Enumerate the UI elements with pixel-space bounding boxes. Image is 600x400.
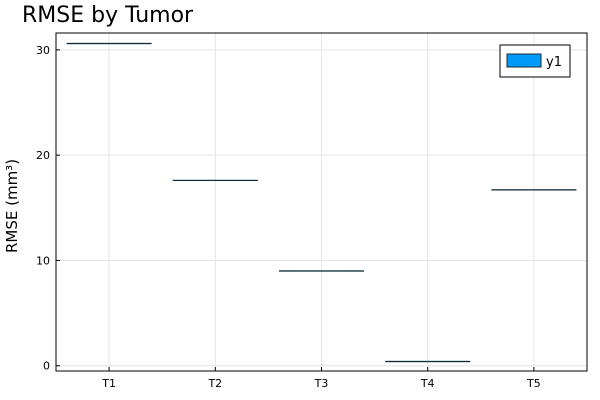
y-tick-label: 20 [36, 149, 50, 162]
legend-swatch [506, 53, 542, 68]
x-tick-label: T1 [101, 377, 116, 390]
y-axis-label: RMSE (mm³) [3, 159, 21, 253]
box-marks [66, 42, 577, 363]
legend-label: y1 [546, 55, 562, 70]
y-tick-label: 0 [43, 360, 50, 373]
y-tick-label: 30 [36, 44, 50, 57]
chart-title: RMSE by Tumor [22, 3, 194, 28]
x-tick-label: T3 [314, 377, 329, 390]
x-tick-label: T5 [526, 377, 541, 390]
grid-layer [56, 33, 587, 371]
y-tick-label: 10 [36, 254, 50, 267]
x-tick-label: T4 [420, 377, 435, 390]
x-tick-label: T2 [207, 377, 222, 390]
legend: y1 [499, 44, 571, 78]
axis-layer: 0 10 20 30 T1 T2 T3 T4 T5 [36, 32, 588, 390]
